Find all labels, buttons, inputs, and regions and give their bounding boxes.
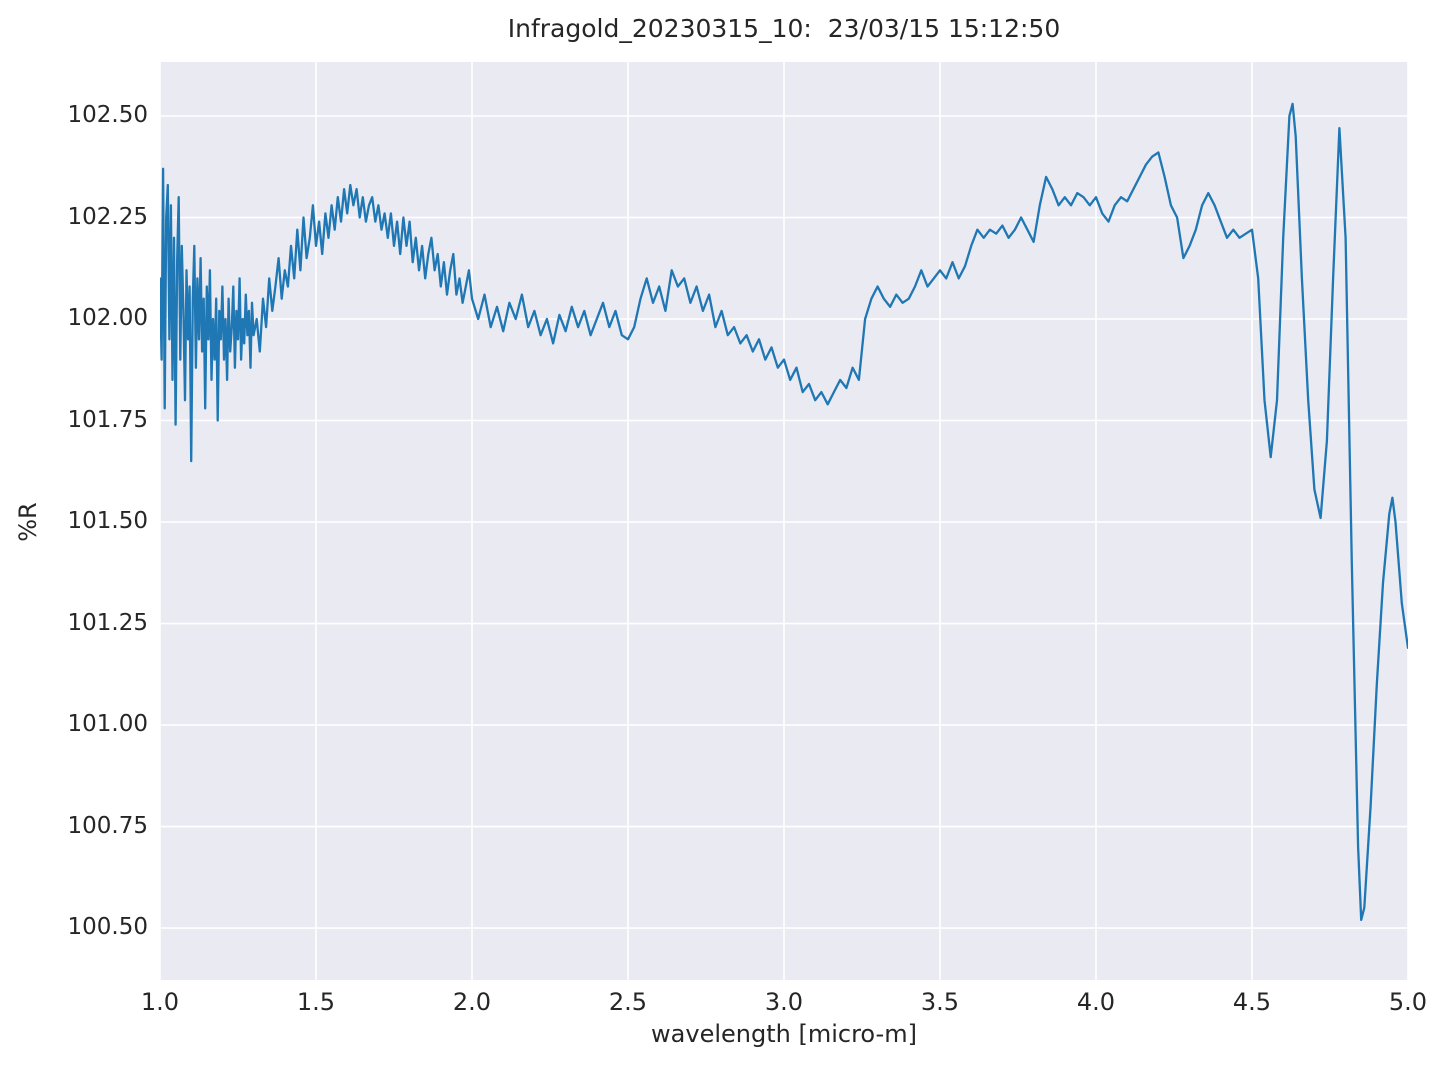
x-tick-label: 2.0: [452, 988, 492, 1016]
chart-title: Infragold_20230315_10: 23/03/15 15:12:50: [507, 14, 1061, 43]
x-tick-label: 4.5: [1232, 988, 1272, 1016]
x-tick-label: 3.0: [764, 988, 804, 1016]
x-tick-label: 2.5: [608, 988, 648, 1016]
y-tick-label: 102.25: [67, 203, 148, 230]
plot-svg: [158, 62, 1410, 980]
y-tick-label: 101.00: [67, 711, 148, 738]
y-tick-label: 101.25: [67, 609, 148, 636]
plot-area: [158, 62, 1410, 980]
y-tick-label: 101.75: [67, 406, 148, 433]
y-tick-label: 100.75: [67, 812, 148, 839]
y-tick-label: 102.00: [67, 305, 148, 331]
y-tick-label: 100.50: [67, 914, 148, 941]
y-tick-label: 102.50: [67, 102, 148, 128]
x-tick-label: 3.5: [920, 988, 960, 1016]
x-tick-label: 4.0: [1076, 988, 1116, 1016]
data-line-reflectance: [158, 102, 1410, 922]
x-axis-label: wavelength [micro-m]: [651, 1020, 917, 1048]
x-tick-label: 5.0: [1388, 988, 1428, 1016]
y-tick-label: 101.50: [67, 508, 148, 534]
x-tick-label: 1.5: [296, 988, 336, 1016]
x-tick-label: 1.0: [140, 988, 180, 1016]
